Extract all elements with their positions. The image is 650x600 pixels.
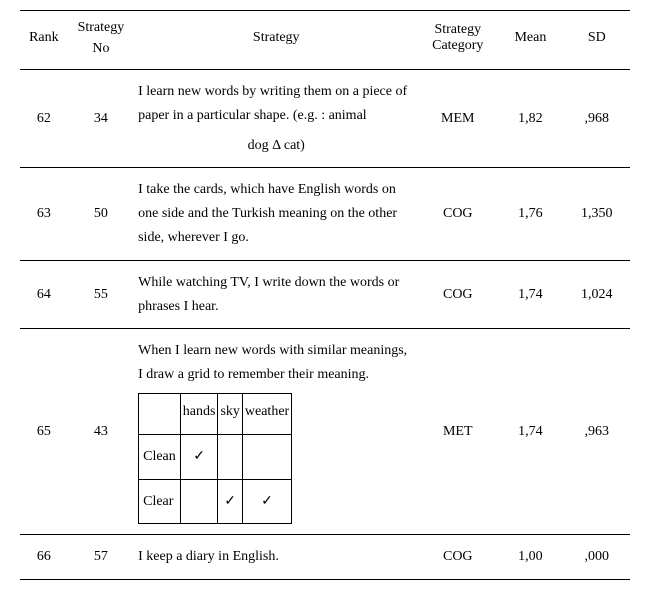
cell-sd: 1,350 [564,168,630,260]
cell-sd: ,968 [564,70,630,168]
strategy-text: When I learn new words with similar mean… [138,343,407,382]
inline-grid-col: weather [242,393,291,434]
cell-rank: 64 [20,260,68,329]
cell-strategy: I take the cards, which have English wor… [134,168,418,260]
cell-strategy: I keep a diary in English. [134,535,418,580]
cell-sd: ,963 [564,329,630,535]
cell-mean: 1,76 [497,168,563,260]
cell-no: 55 [68,260,134,329]
inline-grid-col: sky [218,393,242,434]
inline-grid-cell [218,434,242,479]
inline-grid: hands sky weather Clean ✓ Clear [138,393,292,524]
table-row: 63 50 I take the cards, which have Engli… [20,168,630,260]
strategy-text: While watching TV, I write down the word… [138,275,399,314]
table-row: 62 34 I learn new words by writing them … [20,70,630,168]
col-sd: SD [564,11,630,70]
cell-mean: 1,74 [497,329,563,535]
inline-grid-cell: ✓ [242,479,291,524]
table-row: 66 57 I keep a diary in English. COG 1,0… [20,535,630,580]
col-strategy: Strategy [134,11,418,70]
inline-grid-cell: ✓ [180,434,218,479]
inline-grid-cell [180,479,218,524]
cell-strategy: When I learn new words with similar mean… [134,329,418,535]
cell-category: MET [418,329,497,535]
cell-rank: 65 [20,329,68,535]
cell-rank: 62 [20,70,68,168]
inline-grid-head: hands sky weather [139,393,292,434]
table-row: 64 55 While watching TV, I write down th… [20,260,630,329]
inline-grid-cell [242,434,291,479]
table-header-row: Rank Strategy No Strategy Strategy Categ… [20,11,630,70]
inline-grid-rowlabel: Clean [139,434,181,479]
strategy-text: I learn new words by writing them on a p… [138,84,407,123]
cell-sd: 1,024 [564,260,630,329]
col-strategy-no-line2: No [92,41,109,56]
cell-rank: 63 [20,168,68,260]
col-strategy-no: Strategy No [68,11,134,70]
inline-grid-cell: ✓ [218,479,242,524]
inline-grid-row: Clean ✓ [139,434,292,479]
cell-strategy: While watching TV, I write down the word… [134,260,418,329]
cell-no: 34 [68,70,134,168]
cell-no: 43 [68,329,134,535]
col-category: Strategy Category [418,11,497,70]
cell-category: COG [418,168,497,260]
cell-sd: ,000 [564,535,630,580]
cell-mean: 1,00 [497,535,563,580]
inline-grid-blank [139,393,181,434]
col-rank: Rank [20,11,68,70]
cell-category: COG [418,535,497,580]
inline-grid-rowlabel: Clear [139,479,181,524]
col-mean: Mean [497,11,563,70]
strategy-example: dog Δ cat) [138,134,414,158]
table-row: 65 43 When I learn new words with simila… [20,329,630,535]
inline-grid-row: Clear ✓ ✓ [139,479,292,524]
cell-strategy: I learn new words by writing them on a p… [134,70,418,168]
cell-category: COG [418,260,497,329]
strategy-table: Rank Strategy No Strategy Strategy Categ… [20,10,630,580]
col-strategy-no-line1: Strategy [78,20,125,35]
cell-category: MEM [418,70,497,168]
inline-grid-col: hands [180,393,218,434]
cell-no: 57 [68,535,134,580]
strategy-text: I keep a diary in English. [138,549,279,564]
strategy-text: I take the cards, which have English wor… [138,182,397,245]
cell-no: 50 [68,168,134,260]
cell-mean: 1,74 [497,260,563,329]
cell-mean: 1,82 [497,70,563,168]
cell-rank: 66 [20,535,68,580]
page: Rank Strategy No Strategy Strategy Categ… [0,0,650,600]
